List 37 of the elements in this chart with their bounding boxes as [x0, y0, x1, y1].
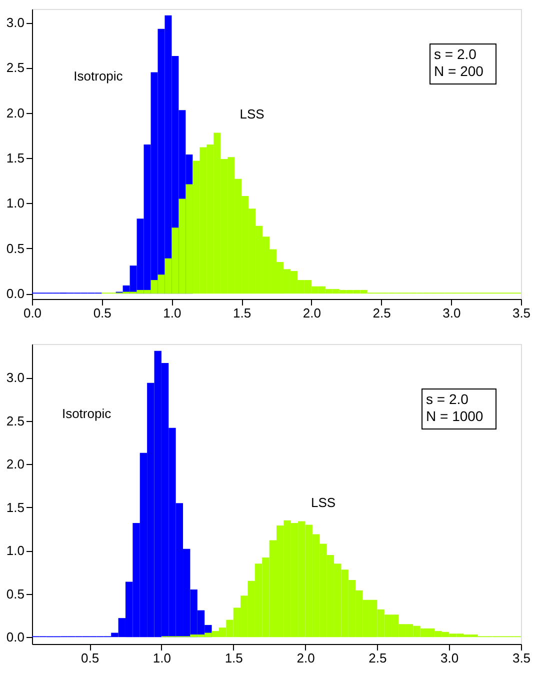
x-tick-label: 3.0	[442, 306, 461, 320]
y-tick-label: 3.0	[6, 370, 24, 386]
series-label: LSS	[240, 106, 265, 122]
y-tick-label: 3.0	[6, 15, 24, 30]
x-tick-label: 1.5	[224, 650, 243, 666]
y-tick-label: 0.0	[6, 286, 24, 302]
y-tick-label: 1.0	[6, 196, 24, 211]
annotation: N = 200	[434, 63, 484, 79]
y-tick-label: 0.5	[6, 240, 24, 256]
y-tick-label: 2.0	[6, 105, 24, 120]
annotation: s = 2.0	[434, 46, 477, 62]
series-label: LSS	[310, 495, 336, 510]
text: Isotropic	[74, 68, 124, 84]
x-tick-label: 2.0	[296, 650, 315, 666]
y-tick-label: 1.5	[6, 150, 24, 166]
x-tick-label: 0.0	[23, 306, 42, 320]
y-tick-label: 2.5	[6, 60, 24, 76]
annotation: N = 1000	[426, 408, 484, 424]
x-tick-label: 0.5	[93, 306, 112, 320]
x-tick-label: 1.0	[163, 306, 182, 320]
x-tick-label: 3.5	[512, 306, 531, 320]
x-tick-label: 3.0	[440, 650, 459, 666]
text: Isotropic	[62, 406, 112, 421]
y-tick-label: 0.0	[6, 630, 24, 645]
x-tick-label: 1.5	[233, 306, 252, 320]
annotation: s = 2.0	[426, 391, 469, 407]
y-tick-label: 2.0	[6, 456, 24, 472]
x-tick-label: 2.5	[368, 650, 387, 666]
x-tick-label: 0.5	[80, 650, 100, 666]
y-tick-label: 1.5	[6, 500, 24, 515]
y-tick-label: 2.5	[6, 413, 24, 428]
x-tick-label: 2.5	[372, 306, 391, 320]
x-tick-label: 3.5	[512, 650, 531, 666]
x-tick-label: 1.0	[152, 650, 171, 666]
y-tick-label: 0.5	[6, 586, 24, 602]
y-tick-label: 1.0	[6, 543, 24, 558]
x-tick-label: 2.0	[302, 306, 321, 320]
